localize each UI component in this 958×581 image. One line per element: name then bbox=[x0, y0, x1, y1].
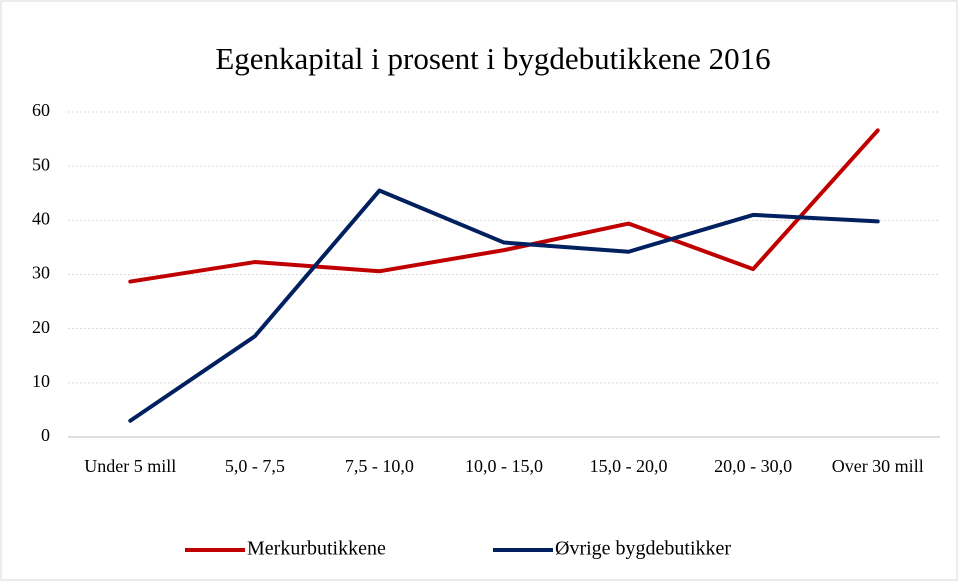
y-tick-label: 60 bbox=[32, 100, 50, 120]
x-tick-label: 15,0 - 20,0 bbox=[589, 456, 668, 476]
legend-label: Merkurbutikkene bbox=[247, 538, 386, 560]
y-tick-label: 20 bbox=[32, 317, 50, 337]
y-tick-label: 50 bbox=[32, 154, 50, 174]
legend-label: Øvrige bygdebutikker bbox=[555, 538, 731, 560]
x-tick-label: 10,0 - 15,0 bbox=[465, 456, 543, 476]
y-tick-label: 40 bbox=[32, 208, 50, 228]
series-line bbox=[128, 188, 880, 423]
x-tick-label: 5,0 - 7,5 bbox=[224, 456, 285, 476]
y-tick-label: 10 bbox=[32, 371, 50, 391]
x-tick-label: Under 5 mill bbox=[84, 456, 177, 476]
series-line bbox=[128, 128, 880, 284]
x-tick-label: Over 30 mill bbox=[831, 456, 924, 476]
x-tick-label: 20,0 - 30,0 bbox=[714, 456, 793, 476]
y-tick-label: 30 bbox=[32, 263, 50, 283]
y-tick-label: 0 bbox=[41, 425, 50, 445]
chart-title: Egenkapital i prosent i bygdebutikkene 2… bbox=[215, 41, 770, 76]
x-tick-label: 7,5 - 10,0 bbox=[344, 456, 414, 476]
